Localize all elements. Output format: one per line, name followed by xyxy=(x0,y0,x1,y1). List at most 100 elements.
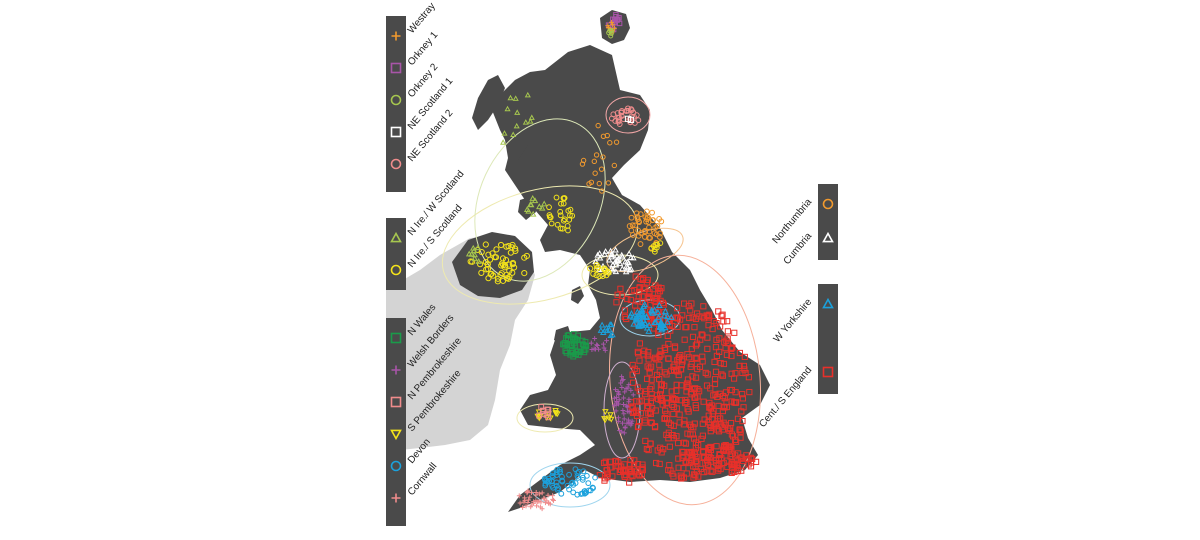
legend-marker-welsh_borders xyxy=(391,365,401,375)
sample-marker-cent_s_england xyxy=(665,466,672,474)
legend-marker-s_pembrokeshire xyxy=(390,429,402,441)
sample-marker-cent_s_england xyxy=(681,336,688,343)
sample-marker-n_ire_w_scotland xyxy=(507,94,514,101)
sample-marker-cent_s_england xyxy=(693,340,701,347)
sample-marker-n_ire_s_scotland xyxy=(548,220,555,227)
sample-marker-w_yorkshire xyxy=(634,314,642,322)
sample-marker-w_yorkshire xyxy=(609,331,616,338)
sample-marker-northumbria xyxy=(637,211,644,218)
sample-marker-cent_s_england xyxy=(630,463,638,470)
sample-marker-w_yorkshire xyxy=(645,327,653,334)
sample-marker-northumbria xyxy=(633,210,640,217)
sample-marker-cent_s_england xyxy=(724,463,731,471)
sample-marker-cent_s_england xyxy=(669,432,676,439)
sample-marker-cent_s_england xyxy=(636,285,643,292)
sample-marker-welsh_borders xyxy=(620,420,625,426)
sample-marker-welsh_borders xyxy=(628,388,634,393)
sample-marker-n_ire_w_scotland xyxy=(522,119,529,125)
sample-marker-orkney2 xyxy=(609,28,615,34)
sample-marker-cent_s_england xyxy=(705,444,712,452)
sample-marker-cent_s_england xyxy=(692,402,699,409)
sample-marker-cent_s_england xyxy=(607,458,614,465)
sample-marker-cumbria xyxy=(618,251,625,258)
sample-marker-cent_s_england xyxy=(678,474,686,481)
sample-marker-cent_s_england xyxy=(740,404,747,411)
sample-marker-welsh_borders xyxy=(624,403,630,409)
sample-marker-cent_s_england xyxy=(618,292,626,299)
sample-marker-cent_s_england xyxy=(621,467,628,474)
sample-marker-cent_s_england xyxy=(638,397,646,404)
sample-marker-ne_scotland2 xyxy=(615,114,622,121)
legend-label: Orkney 1 xyxy=(406,29,441,67)
sample-marker-cent_s_england xyxy=(652,282,659,289)
sample-marker-cent_s_england xyxy=(670,410,677,418)
sample-marker-cumbria xyxy=(626,266,634,273)
isle-of-man xyxy=(571,286,584,304)
sample-marker-n_ire_w_scotland xyxy=(501,130,508,136)
sample-marker-northumbria xyxy=(643,208,650,215)
sample-marker-welsh_borders xyxy=(604,338,609,343)
sample-marker-cent_s_england xyxy=(647,419,655,426)
sample-marker-westray xyxy=(606,25,612,31)
sample-marker-cent_s_england xyxy=(631,457,638,464)
legend-marker-cent_s_england xyxy=(822,366,834,378)
sample-marker-cent_s_england xyxy=(729,344,736,351)
sample-marker-cent_s_england xyxy=(678,382,685,389)
sample-marker-n_ire_s_scotland xyxy=(593,272,600,279)
sample-marker-cent_s_england xyxy=(699,313,706,320)
sample-marker-w_yorkshire xyxy=(630,320,638,327)
sample-marker-cent_s_england xyxy=(682,459,689,466)
sample-marker-cent_s_england xyxy=(680,448,687,456)
sample-marker-w_yorkshire xyxy=(651,318,659,326)
sample-marker-cent_s_england xyxy=(645,410,652,417)
sample-marker-cent_s_england xyxy=(665,340,672,348)
sample-marker-cent_s_england xyxy=(666,443,673,450)
sample-marker-westray xyxy=(609,20,614,25)
sample-marker-n_wales xyxy=(582,339,589,345)
sample-marker-welsh_borders xyxy=(589,347,595,352)
sample-marker-cent_s_england xyxy=(728,345,735,352)
sample-marker-welsh_borders xyxy=(614,399,620,404)
sample-marker-devon xyxy=(572,466,579,473)
sample-marker-welsh_borders xyxy=(622,424,628,430)
sample-marker-n_ire_s_scotland xyxy=(559,225,566,232)
sample-marker-cent_s_england xyxy=(656,288,664,295)
sample-marker-cent_s_england xyxy=(724,318,731,325)
sample-marker-n_ire_s_scotland xyxy=(503,275,510,282)
sample-marker-n_ire_s_scotland xyxy=(567,206,574,213)
sample-marker-cent_s_england xyxy=(604,474,611,481)
sample-marker-cent_s_england xyxy=(659,397,666,405)
sample-marker-cent_s_england xyxy=(665,435,672,442)
sample-marker-cent_s_england xyxy=(675,464,682,471)
sample-marker-cent_s_england xyxy=(709,325,716,333)
legend-marker-ne_scotland2 xyxy=(390,158,402,170)
sample-marker-cent_s_england xyxy=(676,411,683,418)
sample-marker-cumbria xyxy=(625,250,633,257)
sample-marker-cent_s_england xyxy=(645,356,652,363)
sample-marker-n_ire_s_scotland xyxy=(508,244,515,251)
sample-marker-cornwall xyxy=(531,499,537,505)
sample-marker-welsh_borders xyxy=(621,416,627,422)
sample-marker-cumbria xyxy=(596,254,604,261)
sample-marker-cent_s_england xyxy=(656,368,663,375)
sample-marker-n_ire_s_scotland xyxy=(557,212,564,219)
sample-marker-cumbria xyxy=(616,260,624,267)
sample-marker-cent_s_england xyxy=(678,366,685,373)
sample-marker-n_ire_s_scotland xyxy=(560,195,567,202)
sample-marker-welsh_borders xyxy=(617,428,622,433)
legend-box xyxy=(818,284,838,394)
sample-marker-n_ire_s_scotland xyxy=(506,267,513,275)
sample-marker-northumbria xyxy=(643,216,650,223)
sample-marker-cent_s_england xyxy=(718,371,725,378)
sample-marker-n_ire_w_scotland xyxy=(514,109,521,115)
sample-marker-n_ire_w_scotland xyxy=(529,194,536,201)
sample-marker-cent_s_england xyxy=(713,336,720,343)
sample-marker-n_ire_s_scotland xyxy=(596,273,603,280)
sample-marker-cent_s_england xyxy=(732,389,739,396)
sample-marker-cent_s_england xyxy=(720,360,728,368)
sample-marker-n_ire_s_scotland xyxy=(554,221,561,228)
sample-marker-n_ire_s_scotland xyxy=(489,250,496,257)
sample-marker-cent_s_england xyxy=(692,394,699,401)
sample-marker-ne_scotland2 xyxy=(615,118,622,125)
sample-marker-cornwall xyxy=(527,494,533,500)
